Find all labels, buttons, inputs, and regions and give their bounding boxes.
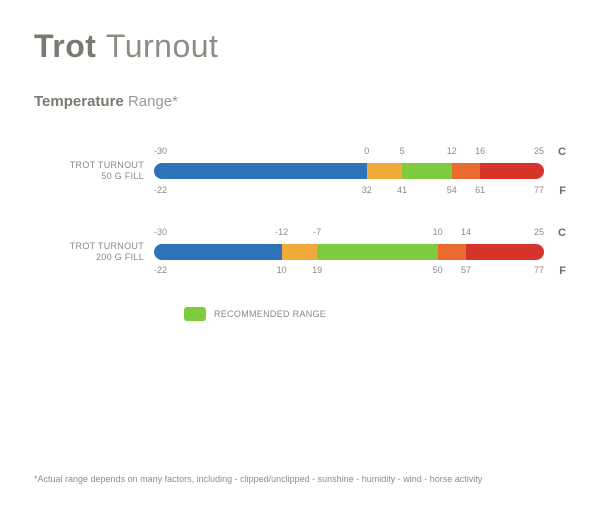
temperature-bar (154, 244, 544, 260)
tick-row-celsius: -3005121625C (154, 146, 544, 160)
tick-label: 32 (362, 185, 372, 195)
chart-row: TROT TURNOUT50 G FILL (34, 160, 566, 183)
subtitle-light: Range* (128, 93, 178, 110)
tick-label: 0 (364, 146, 369, 156)
subtitle: Temperature Range* (34, 93, 566, 110)
chart-block: -30 -12 -7 10 14 25 C TROT TURNOUT200 G FILL-22… (34, 227, 566, 278)
bar-segment-blue (154, 163, 367, 179)
tick-label: 10 (433, 227, 443, 237)
unit-celsius: C (558, 146, 566, 158)
temperature-bar (154, 163, 544, 179)
legend: RECOMMENDED RANGE (184, 307, 566, 321)
tick-label: 77 (534, 265, 544, 275)
chart-block: -30 0 5 12 16 25 C TROT TURNOUT50 G FILL-22 32 41… (34, 146, 566, 197)
charts-container: -3005121625CTROT TURNOUT50 G FILL-223241… (34, 146, 566, 277)
tick-label: 77 (534, 185, 544, 195)
unit-fahrenheit: F (559, 265, 566, 277)
bar-label: TROT TURNOUT50 G FILL (34, 160, 154, 183)
tick-label: -22 (154, 265, 167, 275)
bar-segment-green (402, 163, 452, 179)
bar-wrap (154, 163, 544, 179)
bar-wrap (154, 244, 544, 260)
bar-segment-yellow (282, 244, 317, 260)
tick-label: 5 (400, 146, 405, 156)
unit-fahrenheit: F (559, 185, 566, 197)
bar-segment-orange (438, 244, 466, 260)
tick-label: -7 (313, 227, 321, 237)
tick-label: 14 (461, 227, 471, 237)
tick-label: 25 (534, 146, 544, 156)
tick-label: 25 (534, 227, 544, 237)
bar-segment-red (480, 163, 544, 179)
bar-segment-red (466, 244, 544, 260)
tick-label: 50 (433, 265, 443, 275)
title-light: Turnout (106, 28, 219, 64)
bar-label: TROT TURNOUT200 G FILL (34, 241, 154, 264)
bar-segment-yellow (367, 163, 402, 179)
chart-row: TROT TURNOUT200 G FILL (34, 241, 566, 264)
tick-label: -30 (154, 227, 167, 237)
tick-row-fahrenheit: -221019505777F (154, 263, 544, 277)
subtitle-bold: Temperature (34, 93, 124, 110)
tick-label: -30 (154, 146, 167, 156)
tick-label: 19 (312, 265, 322, 275)
unit-celsius: C (558, 227, 566, 239)
tick-label: 57 (461, 265, 471, 275)
page-title: Trot Turnout (34, 28, 566, 65)
legend-swatch (184, 307, 206, 321)
tick-row-fahrenheit: -223241546177F (154, 183, 544, 197)
page: Trot Turnout Temperature Range* -30 0 5 12 1… (0, 0, 600, 514)
tick-label: 54 (447, 185, 457, 195)
legend-text: RECOMMENDED RANGE (214, 309, 326, 319)
tick-label: 61 (475, 185, 485, 195)
tick-label: 12 (447, 146, 457, 156)
bar-segment-green (317, 244, 438, 260)
title-bold: Trot (34, 28, 96, 64)
tick-label: 16 (475, 146, 485, 156)
tick-label: 41 (397, 185, 407, 195)
tick-label: 10 (277, 265, 287, 275)
footnote: *Actual range depends on many factors, i… (34, 474, 482, 484)
bar-segment-blue (154, 244, 282, 260)
bar-segment-orange (452, 163, 480, 179)
tick-row-celsius: -30-12-7101425C (154, 227, 544, 241)
tick-label: -12 (275, 227, 288, 237)
tick-label: -22 (154, 185, 167, 195)
